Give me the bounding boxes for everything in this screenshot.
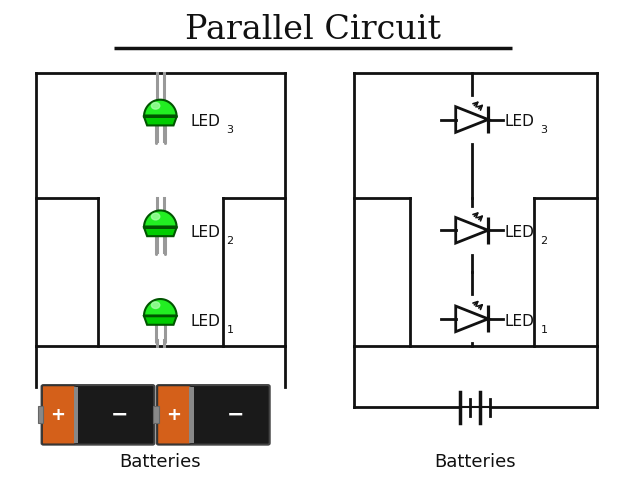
Polygon shape bbox=[144, 99, 177, 117]
FancyBboxPatch shape bbox=[157, 385, 270, 445]
FancyBboxPatch shape bbox=[158, 386, 190, 444]
Circle shape bbox=[151, 213, 160, 220]
Circle shape bbox=[151, 102, 160, 109]
Text: 2: 2 bbox=[540, 236, 548, 246]
Polygon shape bbox=[144, 210, 177, 227]
FancyBboxPatch shape bbox=[42, 386, 75, 444]
Bar bbox=[74, 387, 78, 443]
Bar bbox=[189, 387, 193, 443]
Text: LED: LED bbox=[190, 225, 220, 240]
Text: Parallel Circuit: Parallel Circuit bbox=[185, 14, 441, 46]
Polygon shape bbox=[144, 299, 177, 316]
Polygon shape bbox=[144, 314, 177, 316]
FancyBboxPatch shape bbox=[41, 385, 155, 445]
Polygon shape bbox=[144, 117, 177, 125]
Polygon shape bbox=[456, 107, 488, 132]
Text: 2: 2 bbox=[227, 236, 233, 246]
Text: LED: LED bbox=[190, 114, 220, 130]
Text: LED: LED bbox=[190, 314, 220, 329]
Text: +: + bbox=[51, 406, 66, 424]
Polygon shape bbox=[456, 217, 488, 243]
Text: −: − bbox=[227, 405, 244, 425]
Bar bbox=[38, 406, 43, 423]
Polygon shape bbox=[144, 227, 177, 236]
Text: Batteries: Batteries bbox=[434, 452, 516, 471]
Text: −: − bbox=[111, 405, 128, 425]
Text: 3: 3 bbox=[227, 125, 233, 135]
Text: 1: 1 bbox=[227, 325, 233, 335]
Circle shape bbox=[151, 302, 160, 308]
Polygon shape bbox=[144, 114, 177, 117]
Polygon shape bbox=[144, 316, 177, 325]
Text: LED: LED bbox=[505, 225, 534, 240]
Text: LED: LED bbox=[505, 114, 534, 130]
Bar bbox=[153, 406, 159, 423]
Polygon shape bbox=[144, 225, 177, 228]
Text: 1: 1 bbox=[540, 325, 548, 335]
Text: 3: 3 bbox=[540, 125, 548, 135]
Text: +: + bbox=[166, 406, 181, 424]
Polygon shape bbox=[456, 306, 488, 332]
Text: Batteries: Batteries bbox=[120, 452, 201, 471]
Text: LED: LED bbox=[505, 314, 534, 329]
